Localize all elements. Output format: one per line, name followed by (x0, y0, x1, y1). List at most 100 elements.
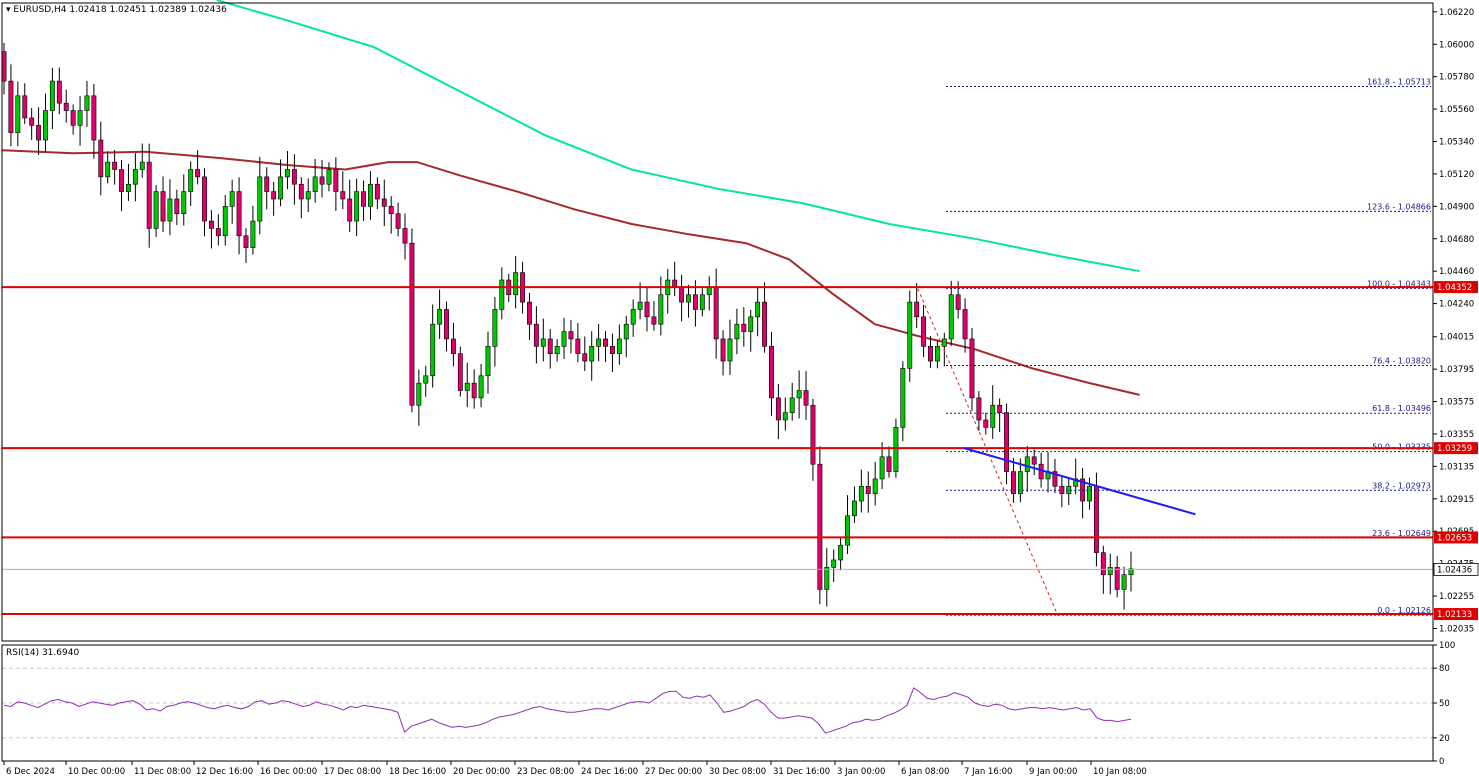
candle-bull (845, 515, 850, 546)
candle-bull (222, 206, 228, 237)
candle-bear (236, 191, 242, 237)
candle-bear (361, 191, 366, 207)
main-panel-frame (1, 2, 1434, 642)
candle-bear (208, 220, 214, 229)
candle-bull (893, 427, 899, 472)
candle-bull (948, 294, 954, 340)
candle-bull (49, 80, 55, 111)
candle-bear (374, 183, 380, 200)
candle-bull (872, 478, 878, 494)
candle-bull (637, 301, 643, 310)
candle-bear (112, 161, 118, 170)
candle-bear (70, 110, 76, 126)
level-price-tag-label: 1.03259 (1437, 444, 1472, 454)
candle-bull (368, 183, 373, 207)
candle-bear (921, 316, 927, 347)
level-price-tag (1434, 442, 1478, 455)
rsi-tick-label: 100 (1439, 641, 1455, 651)
candle-bear (22, 95, 28, 119)
candle-bull (734, 323, 740, 340)
rsi-tick-label: 50 (1439, 699, 1450, 709)
candle-bull (492, 309, 498, 347)
candle-bull (755, 301, 761, 318)
candle-bull (513, 272, 519, 296)
time-tick-label: 6 Dec 2024 (6, 767, 55, 777)
level-price-tag-label: 1.02133 (1437, 610, 1472, 620)
candle-bull (1087, 485, 1092, 502)
candle-bear (471, 382, 477, 399)
candle-bear (202, 176, 207, 222)
candle-bear (56, 80, 62, 104)
candle-bull (478, 375, 484, 399)
candle-bear (1052, 471, 1058, 487)
candle-bear (119, 169, 124, 192)
candle-bear (741, 323, 747, 332)
candle-bear (679, 287, 685, 303)
candle-bull (437, 309, 443, 325)
candle-bear (395, 213, 401, 229)
descending-trend-line (963, 447, 1196, 516)
time-tick-label: 17 Dec 08:00 (324, 767, 381, 777)
candle-bear (762, 301, 767, 347)
candle-bull (658, 294, 664, 325)
price-tick-label: 1.03795 (1439, 365, 1474, 375)
time-tick-label: 24 Dec 16:00 (581, 767, 638, 777)
candle-bear (215, 228, 221, 237)
candle-bear (1011, 471, 1016, 494)
time-axis: 6 Dec 2024 10 Dec 00:00 11 Dec 08:00 12 Dec… (3, 761, 1147, 777)
current-price-tag-label: 1.02436 (1437, 565, 1472, 575)
candle-bull (485, 346, 491, 377)
candle-bear (1031, 456, 1037, 465)
candle-bear (997, 404, 1003, 413)
candle-bull (229, 191, 235, 207)
candle-bear (160, 191, 166, 222)
price-tick-label: 1.03135 (1439, 462, 1474, 472)
candle-bear (720, 338, 726, 362)
candle-bear (91, 95, 97, 141)
time-tick-label: 9 Jan 00:00 (1029, 767, 1077, 777)
level-price-tag (1434, 531, 1478, 544)
candle-bear (582, 353, 588, 362)
candle-bear (402, 228, 408, 244)
candle-bear (36, 124, 42, 141)
candle-bear (803, 390, 809, 406)
candle-bull (727, 338, 733, 362)
price-tick-label: 1.03355 (1439, 430, 1474, 440)
time-tick-label: 12 Dec 16:00 (196, 767, 253, 777)
candle-bull (181, 191, 187, 215)
candle-bull (623, 323, 629, 340)
rsi-panel (2, 667, 1433, 739)
candle-bear (146, 161, 152, 229)
candle-bull (540, 338, 546, 347)
fib-level-label: 61.8 - 1.03496 (1372, 404, 1431, 413)
time-tick-label: 16 Dec 00:00 (260, 767, 317, 777)
candle-bull (596, 338, 602, 347)
candle-bear (340, 191, 346, 200)
candle-bull (139, 161, 145, 170)
candle-bull (699, 294, 705, 310)
candle-bull (167, 198, 173, 222)
candle-bear (381, 198, 387, 207)
candle-bear (527, 301, 532, 325)
candle-bear (976, 397, 982, 421)
candle-bear (575, 338, 581, 354)
fib-level-label: 123.6 - 1.04866 (1367, 202, 1431, 211)
price-tick-label: 1.04680 (1439, 235, 1474, 245)
candle-bull (430, 323, 436, 377)
collapse-arrow-icon[interactable]: ▾ (6, 5, 13, 15)
candle-bull (15, 95, 21, 133)
price-tick-label: 1.02255 (1439, 592, 1474, 602)
candle-bull (77, 110, 83, 126)
candle-bear (775, 397, 781, 421)
candle-bear (692, 294, 698, 310)
candle-bear (98, 139, 104, 178)
drawn-trend-lines (917, 288, 1196, 617)
candle-bear (886, 456, 892, 472)
candle-bear (644, 301, 650, 318)
time-tick-label: 10 Jan 08:00 (1093, 767, 1147, 777)
moving-average-line-0 (216, 0, 1140, 273)
candle-bull (686, 294, 691, 303)
candle-bear (983, 419, 989, 428)
candle-bear (810, 404, 816, 465)
candle-bull (464, 382, 470, 391)
